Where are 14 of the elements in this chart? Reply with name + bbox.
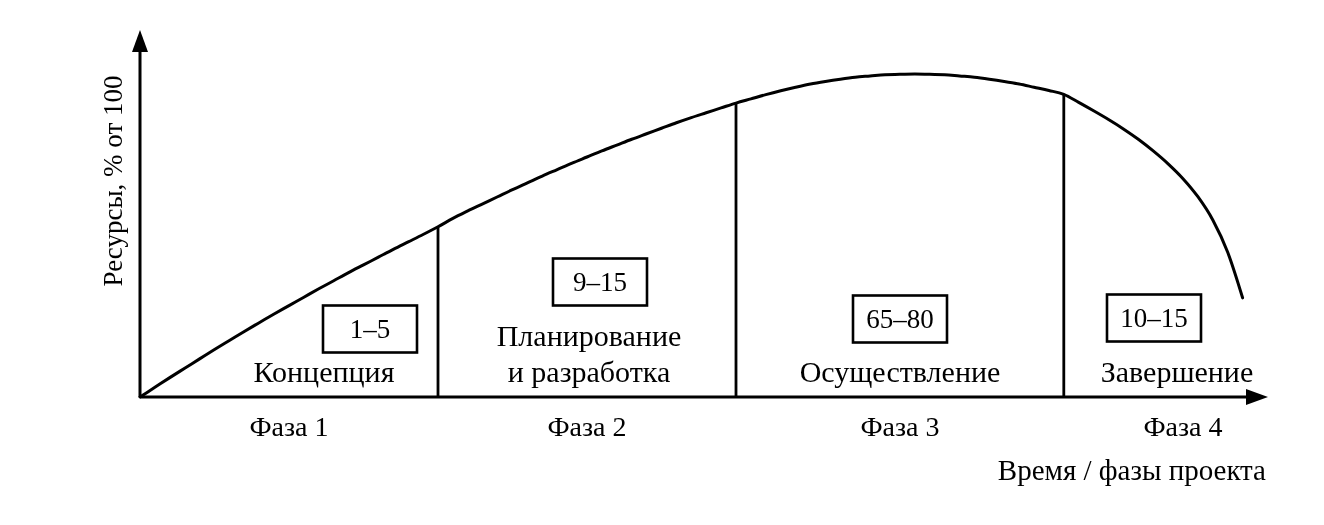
annotation: Осуществление xyxy=(799,354,1001,388)
x-tick-label: Фаза 2 xyxy=(547,410,627,442)
x-tick-label: Фаза 4 xyxy=(1143,410,1223,442)
annotation: 9–15 xyxy=(573,267,627,297)
annotation: 65–80 xyxy=(866,304,934,334)
x-tick-label: Фаза 1 xyxy=(249,410,329,442)
annotation: 1–5 xyxy=(349,314,391,344)
y-axis-title: Ресурсы, % от 100 xyxy=(98,75,128,287)
annotation: Планирование и разработка xyxy=(496,318,682,388)
x-tick-label: Фаза 3 xyxy=(860,410,940,442)
annotation: 10–15 xyxy=(1120,303,1188,333)
x-axis-title: Время / фазы проекта xyxy=(997,454,1267,486)
annotation: Завершение xyxy=(1100,354,1254,388)
annotation: Концепция xyxy=(253,354,395,388)
